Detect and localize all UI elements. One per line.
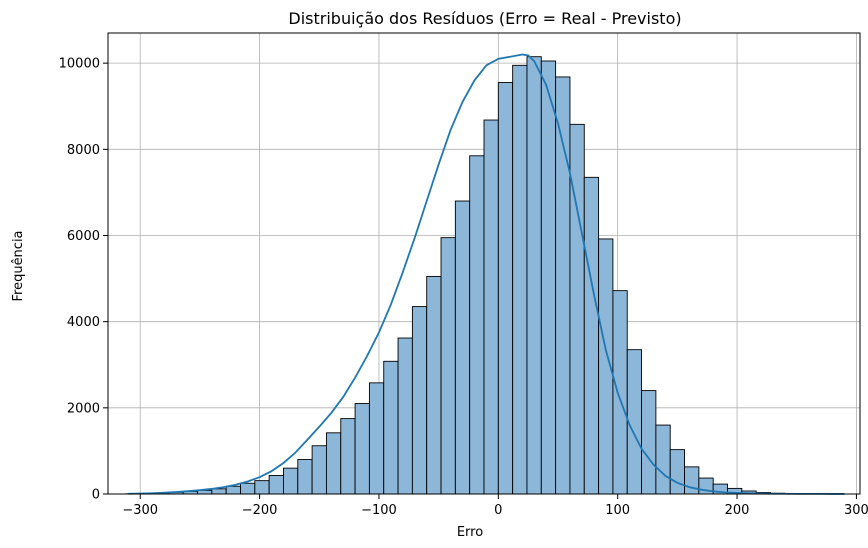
histogram-bar xyxy=(283,467,299,495)
histogram-bar xyxy=(211,488,227,495)
x-tick-label: −100 xyxy=(361,503,397,518)
histogram-bar xyxy=(368,382,385,495)
histogram-bar xyxy=(583,176,600,495)
y-axis-label: Frequência xyxy=(11,230,26,301)
histogram-bar xyxy=(240,482,256,495)
plot-frame xyxy=(107,32,861,495)
y-tick-label: 0 xyxy=(92,488,100,503)
histogram-bar xyxy=(669,449,685,495)
histogram-bar xyxy=(397,337,413,495)
histogram-bar xyxy=(254,480,270,495)
x-tick-label: 0 xyxy=(494,503,502,518)
histogram-bar xyxy=(540,60,557,495)
x-tick-label: −300 xyxy=(122,503,158,518)
y-tick-label: 2000 xyxy=(67,401,100,416)
histogram-bar xyxy=(684,466,700,495)
histogram-bar xyxy=(311,445,327,495)
histogram-bar xyxy=(340,418,356,495)
x-axis-label: Erro xyxy=(457,525,483,540)
histogram-bar xyxy=(483,119,499,495)
kde-curve xyxy=(128,53,845,495)
histogram-bar xyxy=(526,56,542,495)
histogram-bar xyxy=(383,360,399,495)
x-tick-label: 100 xyxy=(605,503,630,518)
histogram-bars xyxy=(125,56,843,495)
histogram-bar xyxy=(655,424,671,495)
histogram-bar xyxy=(469,155,485,495)
histogram-bar xyxy=(354,403,370,495)
histogram-bar xyxy=(641,390,657,495)
histogram-bar xyxy=(297,459,313,495)
x-tick-label: −200 xyxy=(242,503,278,518)
histogram-bar xyxy=(440,237,456,495)
histogram-bar xyxy=(454,200,471,495)
y-tick-label: 8000 xyxy=(67,143,100,158)
x-axis-ticks: −300 −200 −100 0 100 200 300 xyxy=(122,494,868,518)
histogram-bar xyxy=(411,306,428,495)
histogram-bar xyxy=(225,485,241,495)
histogram-bar xyxy=(426,275,442,495)
chart-title: Distribuição dos Resíduos (Erro = Real -… xyxy=(288,9,681,28)
y-tick-label: 6000 xyxy=(67,229,100,244)
y-axis-ticks: 0 2000 4000 6000 8000 10000 xyxy=(59,57,108,503)
histogram-bar xyxy=(268,475,284,495)
histogram-bar xyxy=(497,82,514,495)
histogram-bar xyxy=(612,290,628,495)
x-tick-label: 200 xyxy=(725,503,750,518)
y-tick-label: 4000 xyxy=(67,315,100,330)
histogram-bar xyxy=(512,64,528,495)
y-tick-label: 10000 xyxy=(59,57,100,72)
x-tick-label: 300 xyxy=(844,503,868,518)
histogram-bar xyxy=(325,432,342,495)
